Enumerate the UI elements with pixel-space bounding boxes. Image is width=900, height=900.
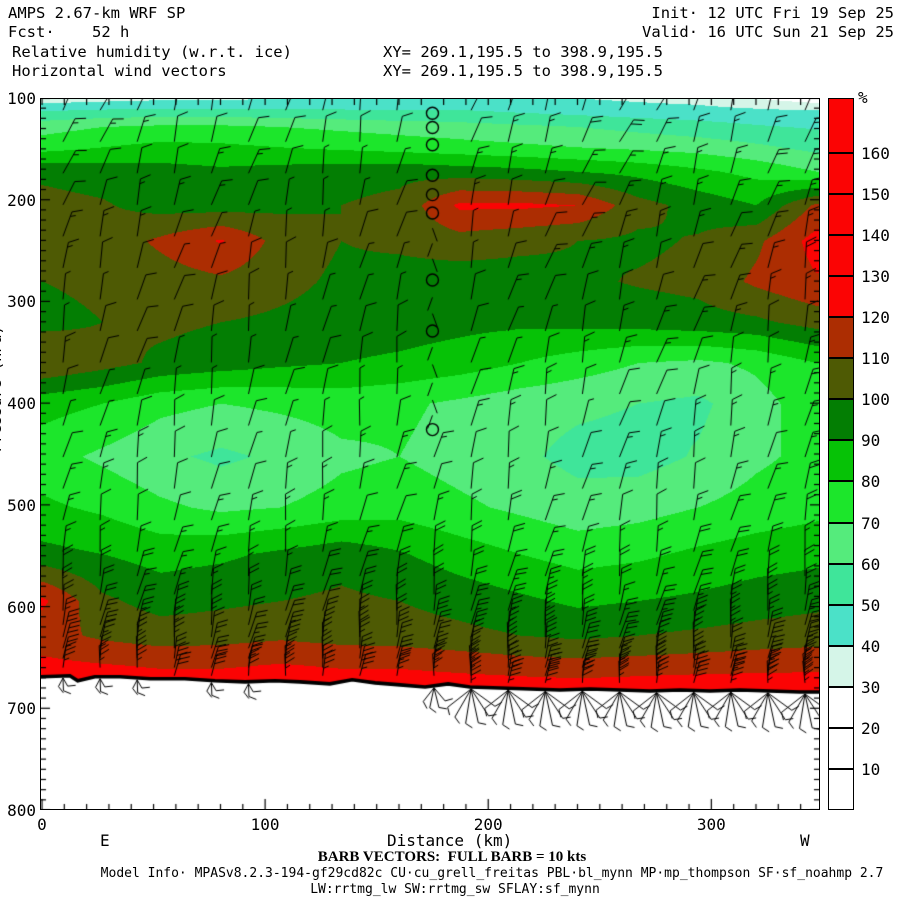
x-axis-east-label: E (100, 831, 110, 850)
y-tick-label: 800 (7, 801, 36, 820)
colorbar-band (828, 152, 854, 194)
colorbar-tick-label: 10 (861, 759, 881, 779)
y-tick-label: 400 (7, 394, 36, 414)
y-tick-label: 600 (7, 597, 36, 617)
y-axis-title-clipped: Pressure (hPa) (0, 325, 5, 452)
colorbar-tick-label: 60 (861, 554, 881, 574)
colorbar-tick-label: 40 (861, 636, 881, 656)
colorbar-band (828, 645, 854, 687)
colorbar-band (828, 276, 854, 318)
x-tick-label: 100 (250, 815, 280, 834)
y-tick-label: 300 (7, 292, 36, 312)
colorbar-tick-label: 50 (861, 595, 881, 615)
colorbar-unit-label: % (858, 88, 868, 107)
model-title: AMPS 2.67-km WRF SP (8, 4, 186, 22)
colorbar-tick-label: 30 (861, 677, 881, 697)
colorbar-tick-label: 100 (861, 390, 890, 410)
colorbar-tick-label: 80 (861, 472, 881, 492)
colorbar-tick-label: 70 (861, 513, 881, 533)
colorbar-band (828, 727, 854, 769)
model-info-line-1: Model Info· MPASv8.2.3-194-gf29cd82c CU·… (100, 866, 884, 881)
colorbar-band (828, 440, 854, 482)
field-name-wind: Horizontal wind vectors (12, 62, 227, 80)
x-axis-title: Distance (km) (387, 831, 513, 850)
barb-vectors-note: BARB VECTORS: FULL BARB = 10 kts (317, 849, 587, 865)
xy-range-1: XY= 269.1,195.5 to 398.9,195.5 (383, 43, 663, 61)
cross-section-plot-canvas (40, 98, 820, 810)
colorbar-tick-label: 110 (861, 349, 890, 369)
colorbar-tick-label: 160 (861, 143, 890, 163)
colorbar-tick-label: 120 (861, 308, 890, 328)
model-info-line-2: LW:rrtmg_lw SW:rrtmg_sw SFLAY:sf_mynn (310, 882, 600, 897)
x-tick-label: 300 (696, 815, 726, 834)
y-tick-label: 100 (7, 89, 36, 108)
colorbar-tick-label: 20 (861, 718, 881, 738)
colorbar-tick-label: 130 (861, 267, 890, 287)
y-tick-label: 500 (7, 495, 36, 515)
x-tick-label: 200 (473, 815, 503, 834)
colorbar-tick-label: 90 (861, 431, 881, 451)
field-name-rh: Relative humidity (w.r.t. ice) (12, 43, 292, 61)
x-tick-label: 0 (37, 815, 47, 834)
colorbar-band (828, 604, 854, 646)
colorbar-band (828, 98, 854, 153)
colorbar-band (828, 768, 854, 810)
colorbar-band (828, 193, 854, 235)
y-tick-label: 700 (7, 699, 36, 719)
forecast-hour: Fcst· 52 h (8, 23, 130, 41)
xy-range-2: XY= 269.1,195.5 to 398.9,195.5 (383, 62, 663, 80)
colorbar-band (828, 481, 854, 523)
valid-time: Valid· 16 UTC Sun 21 Sep 25 (642, 23, 894, 41)
y-tick-label: 200 (7, 190, 36, 210)
colorbar-band (828, 317, 854, 359)
colorbar-tick-label: 140 (861, 226, 890, 246)
colorbar-band (828, 522, 854, 564)
x-axis-west-label: W (800, 831, 810, 850)
colorbar-band (828, 358, 854, 400)
colorbar-band (828, 399, 854, 441)
colorbar-band (828, 686, 854, 728)
colorbar (828, 98, 854, 810)
colorbar-band (828, 235, 854, 277)
colorbar-tick-label: 150 (861, 184, 890, 204)
init-time: Init· 12 UTC Fri 19 Sep 25 (651, 4, 894, 22)
colorbar-band (828, 563, 854, 605)
